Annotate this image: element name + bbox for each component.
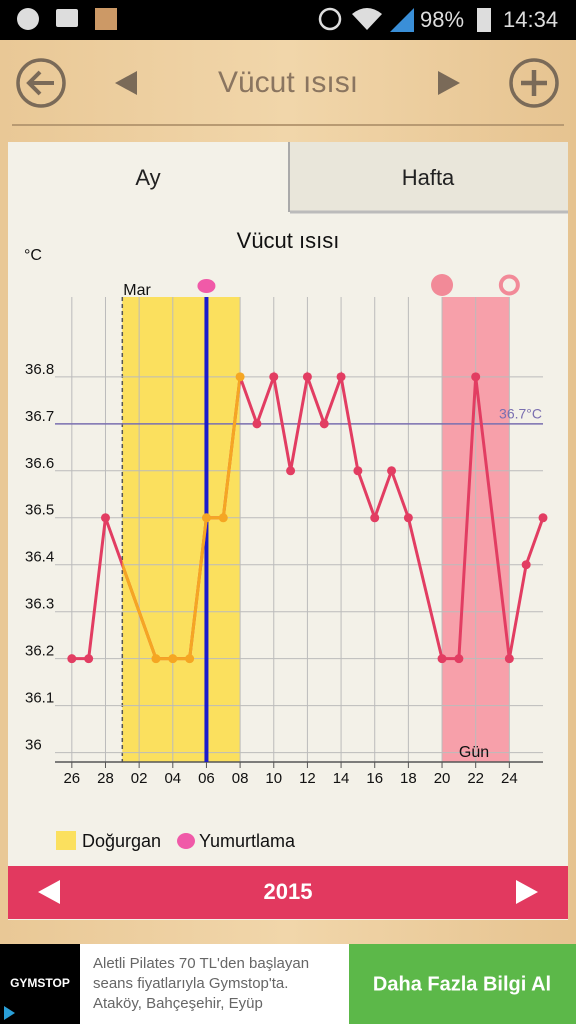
alarm-icon (318, 7, 342, 31)
temperature-point (504, 654, 514, 664)
temperature-point (185, 654, 195, 664)
prev-button[interactable] (115, 71, 137, 95)
temperature-point (336, 372, 346, 382)
tab-active[interactable] (8, 142, 288, 212)
temperature-point (67, 654, 77, 664)
ad-logo: GYMSTOP (10, 976, 70, 990)
x-tick-label: 16 (366, 770, 383, 787)
temperature-point (353, 466, 363, 476)
back-arrow (26, 70, 54, 96)
y-axis-label: °C (24, 247, 42, 264)
add-button[interactable] (509, 58, 559, 108)
temperature-point (286, 466, 296, 476)
y-tick-label: 36.4 (25, 549, 54, 566)
battery-icon (477, 8, 491, 32)
y-tick-label: 36.7 (25, 408, 54, 425)
ad-text: seans fiyatlarıyla Gymstop'ta. (93, 975, 288, 992)
prev-year-button[interactable] (38, 880, 60, 904)
x-tick-label: 08 (232, 770, 249, 787)
temperature-point (521, 560, 531, 570)
ad-choice-icon (4, 1006, 15, 1020)
battery-percent: 98% (420, 7, 464, 32)
year-label: 2015 (264, 879, 313, 904)
x-tick-label: 20 (434, 770, 451, 787)
next-year-button[interactable] (516, 880, 538, 904)
legend-label: Doğurgan (82, 831, 161, 851)
chart-title: Vücut ısısı (237, 228, 340, 253)
signal-icon (390, 8, 414, 32)
back-button[interactable] (16, 58, 66, 108)
tab-inactive[interactable] (290, 142, 568, 212)
x-tick-label: 02 (131, 770, 148, 787)
x-tick-label: 06 (198, 770, 215, 787)
ad-text: Aletli Pilates 70 TL'den başlayan (93, 955, 309, 972)
period-start-marker (431, 274, 454, 296)
temperature-point (538, 513, 548, 523)
ad-button-label: Daha Fazla Bilgi Al (373, 973, 551, 995)
temperature-point (319, 419, 329, 429)
temperature-point (454, 654, 464, 664)
chart: Vücut ısısı °C 36 36.1 36.2 36.3 36.4 36.5 36.6 3… (24, 228, 548, 851)
x-tick-label: 14 (333, 770, 350, 787)
period-end-marker (498, 274, 520, 296)
x-tick-label: 28 (97, 770, 114, 787)
temperature-point (437, 654, 447, 664)
x-tick-label: 10 (265, 770, 282, 787)
temperature-point (201, 513, 211, 523)
ovulation-marker (197, 279, 216, 293)
tab-label: Ay (135, 165, 160, 190)
y-tick-label: 36 (25, 737, 42, 754)
month-label: Mar (123, 282, 151, 299)
plus-sign (521, 70, 547, 96)
temperature-point (252, 419, 262, 429)
temperature-point (403, 513, 413, 523)
x-tick-label: 04 (164, 770, 181, 787)
x-tick-label: 12 (299, 770, 316, 787)
temperature-point (387, 466, 397, 476)
year-bar (8, 866, 568, 919)
x-tick-label: 18 (400, 770, 417, 787)
wifi-icon (352, 8, 382, 30)
x-tick-label: 22 (467, 770, 484, 787)
temperature-point (100, 513, 110, 523)
legend-label: Yumurtlama (199, 831, 296, 851)
reference-label: 36.7°C (499, 406, 542, 422)
y-tick-label: 36.5 (25, 502, 54, 519)
y-tick-label: 36.2 (25, 643, 54, 660)
legend-swatch (56, 831, 76, 850)
ad-logo-box (0, 944, 80, 1024)
x-axis-label: Gün (459, 744, 489, 761)
next-button[interactable] (438, 71, 460, 95)
y-tick-label: 36.1 (25, 690, 54, 707)
x-tick-label: 24 (501, 770, 518, 787)
y-tick-label: 36.3 (25, 596, 54, 613)
temperature-point (269, 372, 279, 382)
whatsapp-icon (17, 8, 39, 30)
y-tick-label: 36.6 (25, 455, 54, 472)
temperature-point (218, 513, 228, 523)
temperature-point (370, 513, 380, 523)
message-icon (56, 9, 78, 27)
header-title: Vücut ısısı (218, 66, 358, 99)
x-tick-label: 26 (63, 770, 80, 787)
ad-text: Ataköy, Bahçeşehir, Eyüp (93, 995, 263, 1012)
ad-button[interactable] (349, 944, 576, 1024)
app-icon (95, 8, 117, 30)
temperature-point (84, 654, 94, 664)
temperature-point (302, 372, 312, 382)
clock: 14:34 (503, 7, 558, 32)
tab-label: Hafta (402, 165, 455, 190)
temperature-point (235, 372, 245, 382)
temperature-point (168, 654, 178, 664)
temperature-point (151, 654, 161, 664)
temperature-point (471, 372, 481, 382)
fertile-band (122, 297, 241, 762)
y-tick-label: 36.8 (25, 361, 54, 378)
legend-swatch (177, 833, 195, 849)
